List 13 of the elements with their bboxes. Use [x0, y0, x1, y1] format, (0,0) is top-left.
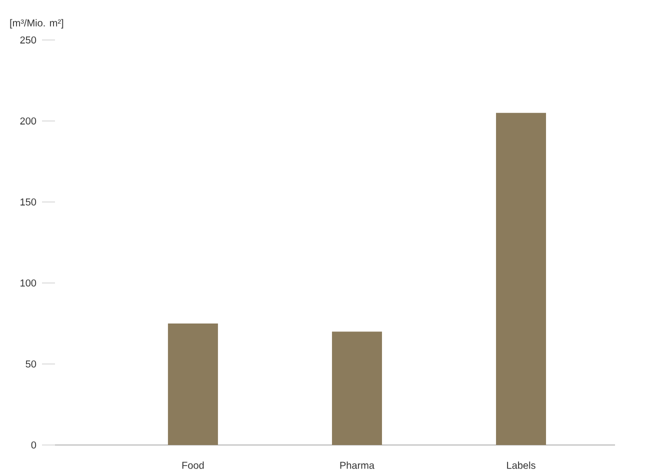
y-tick-label: 150 [20, 198, 36, 206]
bar [168, 323, 218, 445]
bar [332, 332, 382, 445]
y-tick-label: 0 [31, 441, 36, 449]
y-tick-label: 200 [20, 117, 36, 125]
y-tick-label: 250 [20, 36, 36, 44]
bar [496, 112, 546, 445]
y-axis-title: [m³/Mio. m²] [10, 19, 64, 28]
x-tick-label: Pharma [340, 462, 374, 469]
y-tick-label: 100 [20, 279, 36, 287]
y-tick-label: 50 [26, 360, 36, 368]
x-tick-label: Labels [507, 462, 536, 469]
x-tick-label: Food [182, 462, 204, 469]
